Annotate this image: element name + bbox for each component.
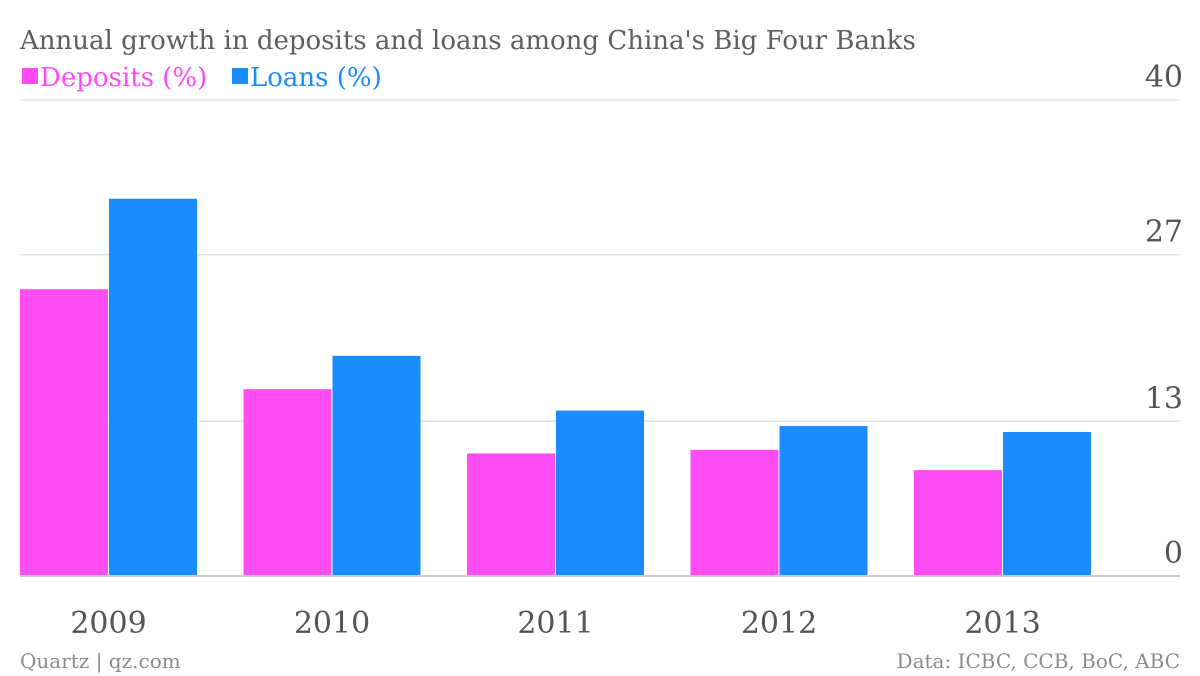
x-tick-label: 2013 (964, 606, 1040, 641)
y-tick-label: 40 (1145, 60, 1183, 95)
legend-label-loans: Loans (%) (250, 63, 382, 93)
x-tick-label: 2011 (517, 606, 593, 641)
legend-swatch-deposits (22, 68, 38, 84)
legend-swatch-loans (232, 68, 248, 84)
bar-deposits-2009 (20, 289, 108, 576)
x-tick-label: 2010 (294, 606, 370, 641)
x-tick-label: 2009 (70, 606, 146, 641)
x-tick-label: 2012 (741, 606, 817, 641)
bar-loans-2013 (1003, 432, 1091, 576)
bar-loans-2012 (779, 426, 868, 576)
chart-title: Annual growth in deposits and loans amon… (19, 26, 916, 56)
bar-loans-2010 (332, 355, 421, 576)
bar-loans-2011 (556, 410, 644, 576)
source-left: Quartz | qz.com (20, 649, 181, 674)
bars (20, 198, 1091, 576)
bar-deposits-2010 (243, 389, 332, 576)
source-right: Data: ICBC, CCB, BoC, ABC (897, 649, 1180, 673)
legend: Deposits (%) Loans (%) (22, 63, 382, 93)
y-axis-ticks: 0 13 27 40 (1145, 60, 1183, 571)
x-axis-ticks: 2009 2010 2011 2012 2013 (70, 606, 1040, 641)
bar-deposits-2013 (914, 470, 1002, 576)
y-tick-label: 0 (1164, 536, 1183, 571)
y-tick-label: 27 (1145, 215, 1183, 250)
bar-deposits-2011 (467, 453, 555, 576)
legend-label-deposits: Deposits (%) (40, 63, 207, 93)
bar-deposits-2012 (690, 449, 779, 576)
bar-loans-2009 (109, 198, 197, 576)
y-tick-label: 13 (1145, 381, 1183, 416)
